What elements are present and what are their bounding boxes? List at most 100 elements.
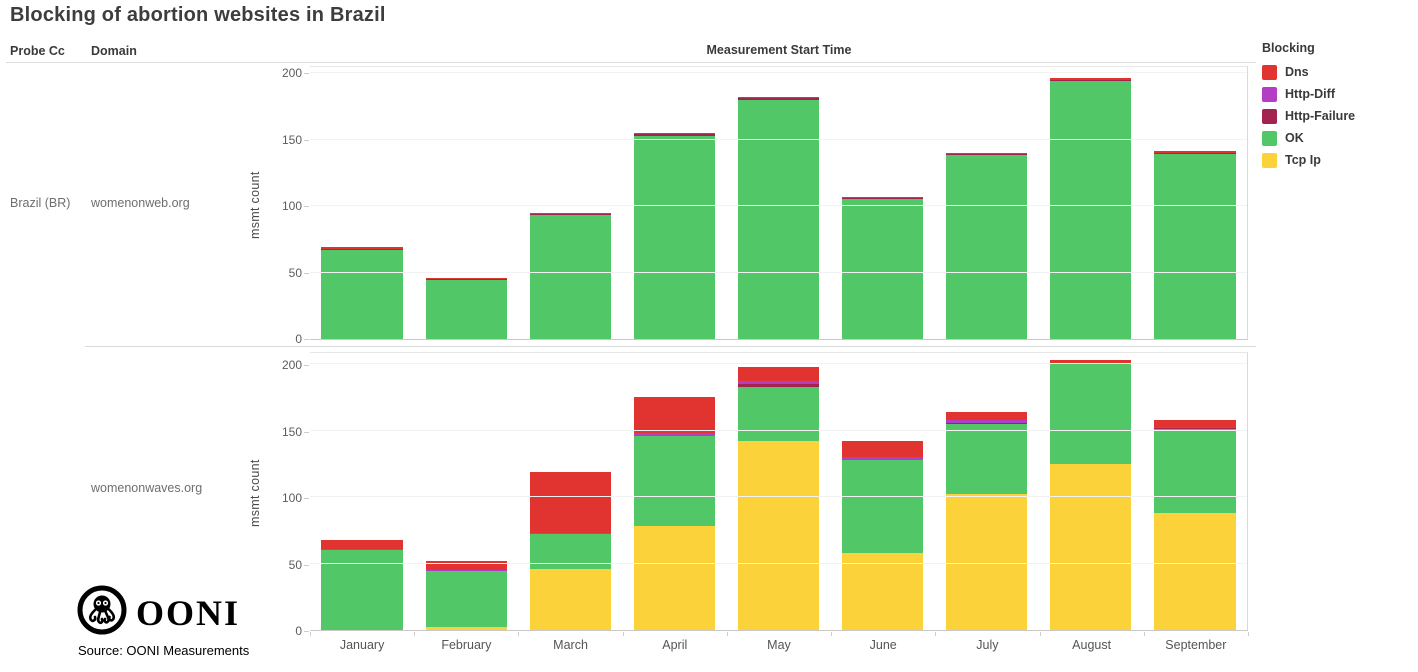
bar-segment-dns[interactable] — [321, 247, 403, 249]
bar-segment-http-failure[interactable] — [1154, 427, 1236, 430]
bar-segment-ok[interactable] — [1050, 364, 1132, 464]
legend-item-ok[interactable]: OK — [1262, 127, 1355, 149]
bar-segment-http-failure[interactable] — [529, 213, 611, 216]
bar-segment-http-failure[interactable] — [1154, 152, 1236, 155]
bar-segment-http-failure[interactable] — [321, 248, 403, 250]
bar-segment-ok[interactable] — [529, 215, 611, 339]
bar-segment-dns[interactable] — [1154, 151, 1236, 153]
bar-segment-ok[interactable] — [321, 550, 403, 630]
bar-womenonwaves.org-september[interactable] — [1143, 353, 1247, 630]
bar-womenonweb.org-june[interactable] — [831, 67, 935, 339]
bar-womenonwaves.org-may[interactable] — [726, 353, 830, 630]
bar-segment-http-diff[interactable] — [321, 548, 403, 551]
bar-segment-ok[interactable] — [321, 249, 403, 339]
bar-segment-tcp-ip[interactable] — [529, 568, 611, 630]
legend-item-dns[interactable]: Dns — [1262, 61, 1355, 83]
bar-segment-tcp-ip[interactable] — [1050, 463, 1132, 630]
legend-item-tcp ip[interactable]: Tcp Ip — [1262, 149, 1355, 171]
bar-segment-dns[interactable] — [425, 277, 507, 280]
bar-segment-ok[interactable] — [425, 280, 507, 339]
bar-segment-http-failure[interactable] — [842, 198, 924, 200]
bar-segment-http-diff[interactable] — [633, 433, 715, 436]
x-tick-label: May — [767, 638, 791, 652]
x-tick-label: March — [553, 638, 588, 652]
bar-womenonwaves.org-july[interactable] — [935, 353, 1039, 630]
bar-womenonweb.org-may[interactable] — [726, 67, 830, 339]
legend-swatch-icon — [1262, 130, 1277, 146]
bar-segment-tcp-ip[interactable] — [737, 441, 820, 630]
bar-segment-dns[interactable] — [1050, 360, 1132, 363]
bar-segment-ok[interactable] — [946, 423, 1028, 495]
column-header-domain: Domain — [91, 44, 137, 58]
bar-womenonwaves.org-february[interactable] — [414, 353, 518, 630]
bar-segment-tcp-ip[interactable] — [946, 494, 1028, 630]
bar-womenonweb.org-july[interactable] — [935, 67, 1039, 339]
bar-segment-dns[interactable] — [321, 539, 403, 549]
legend-item-http-diff[interactable]: Http-Diff — [1262, 83, 1355, 105]
bar-segment-ok[interactable] — [842, 199, 924, 339]
bar-womenonweb.org-august[interactable] — [1039, 67, 1143, 339]
bar-segment-ok[interactable] — [1154, 429, 1236, 513]
bars-womenonwaves — [310, 353, 1247, 630]
bar-segment-dns[interactable] — [633, 397, 715, 434]
x-tick-label: September — [1165, 638, 1227, 652]
bar-segment-ok[interactable] — [1050, 80, 1132, 339]
bar-segment-dns[interactable] — [633, 132, 715, 135]
legend-label: OK — [1285, 131, 1304, 145]
bar-segment-http-diff[interactable] — [842, 457, 924, 460]
bar-womenonweb.org-april[interactable] — [622, 67, 726, 339]
bar-segment-http-failure[interactable] — [946, 422, 1028, 424]
bar-segment-http-failure[interactable] — [737, 383, 820, 387]
y-tick-mark — [304, 565, 309, 566]
bar-segment-tcp-ip[interactable] — [842, 552, 924, 630]
bar-womenonwaves.org-april[interactable] — [622, 353, 726, 630]
bar-womenonweb.org-february[interactable] — [414, 67, 518, 339]
bar-segment-http-diff[interactable] — [529, 532, 611, 535]
bar-segment-dns[interactable] — [946, 411, 1028, 420]
x-tick-label: January — [339, 638, 385, 652]
bar-segment-dns[interactable] — [529, 471, 611, 533]
y-tick-mark — [304, 498, 309, 499]
bar-womenonwaves.org-january[interactable] — [310, 353, 414, 630]
bar-segment-dns[interactable] — [842, 441, 924, 458]
bar-segment-dns[interactable] — [1154, 419, 1236, 427]
bar-segment-ok[interactable] — [1154, 154, 1236, 339]
bar-segment-ok[interactable] — [737, 386, 820, 442]
bar-segment-http-failure[interactable] — [633, 134, 715, 136]
bar-segment-http-failure[interactable] — [1050, 79, 1132, 81]
bar-segment-ok[interactable] — [737, 99, 820, 339]
legend-item-http-failure[interactable]: Http-Failure — [1262, 105, 1355, 127]
bar-segment-tcp-ip[interactable] — [1154, 512, 1236, 630]
bar-segment-dns[interactable] — [1050, 78, 1132, 80]
bar-womenonwaves.org-march[interactable] — [518, 353, 622, 630]
bar-segment-ok[interactable] — [425, 571, 507, 628]
bar-segment-ok[interactable] — [946, 155, 1028, 339]
bar-segment-dns[interactable] — [737, 96, 820, 99]
bar-womenonweb.org-january[interactable] — [310, 67, 414, 339]
y-tick-label: 150 — [281, 425, 302, 439]
bar-segment-dns[interactable] — [842, 196, 924, 199]
bar-segment-http-diff[interactable] — [946, 419, 1028, 423]
bar-segment-tcp-ip[interactable] — [633, 526, 715, 630]
bar-segment-tcp-ip[interactable] — [425, 627, 507, 630]
bar-segment-dns[interactable] — [737, 366, 820, 382]
bar-segment-http-diff[interactable] — [1154, 426, 1236, 428]
bar-segment-dns[interactable] — [946, 152, 1028, 155]
bar-segment-http-failure[interactable] — [737, 98, 820, 100]
bar-segment-ok[interactable] — [529, 534, 611, 569]
bar-womenonwaves.org-august[interactable] — [1039, 353, 1143, 630]
bar-segment-http-failure[interactable] — [425, 279, 507, 281]
bar-segment-ok[interactable] — [633, 435, 715, 527]
bar-womenonwaves.org-june[interactable] — [831, 353, 935, 630]
bar-segment-dns[interactable] — [529, 212, 611, 214]
bar-segment-dns[interactable] — [425, 560, 507, 571]
bar-womenonweb.org-march[interactable] — [518, 67, 622, 339]
bar-segment-http-failure[interactable] — [946, 154, 1028, 156]
gridline — [310, 72, 1247, 73]
bar-womenonweb.org-september[interactable] — [1143, 67, 1247, 339]
bar-segment-ok[interactable] — [633, 135, 715, 339]
bar-segment-http-diff[interactable] — [425, 570, 507, 572]
bar-segment-http-diff[interactable] — [737, 381, 820, 384]
bar-segment-ok[interactable] — [842, 459, 924, 553]
y-tick-label: 100 — [281, 491, 302, 505]
